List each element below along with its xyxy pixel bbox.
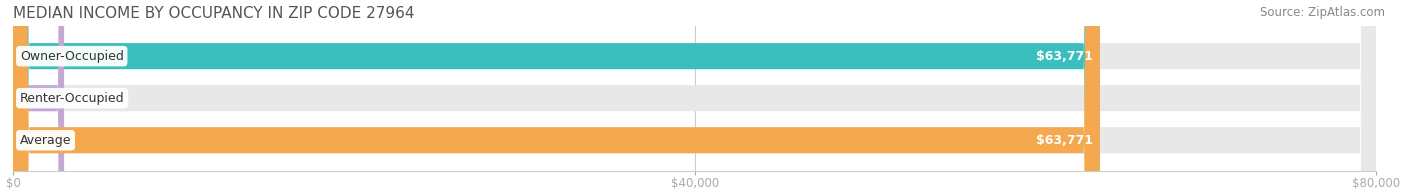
- FancyBboxPatch shape: [13, 0, 1099, 196]
- Text: $63,771: $63,771: [1036, 50, 1092, 63]
- Text: MEDIAN INCOME BY OCCUPANCY IN ZIP CODE 27964: MEDIAN INCOME BY OCCUPANCY IN ZIP CODE 2…: [13, 5, 415, 21]
- FancyBboxPatch shape: [13, 0, 1376, 196]
- Text: $63,771: $63,771: [1036, 134, 1092, 147]
- Text: Owner-Occupied: Owner-Occupied: [20, 50, 124, 63]
- Text: Source: ZipAtlas.com: Source: ZipAtlas.com: [1260, 6, 1385, 19]
- FancyBboxPatch shape: [13, 0, 1099, 196]
- FancyBboxPatch shape: [13, 0, 1376, 196]
- Text: $0: $0: [77, 92, 94, 105]
- FancyBboxPatch shape: [13, 0, 65, 196]
- Text: Renter-Occupied: Renter-Occupied: [20, 92, 125, 105]
- FancyBboxPatch shape: [13, 0, 1376, 196]
- Text: Average: Average: [20, 134, 72, 147]
